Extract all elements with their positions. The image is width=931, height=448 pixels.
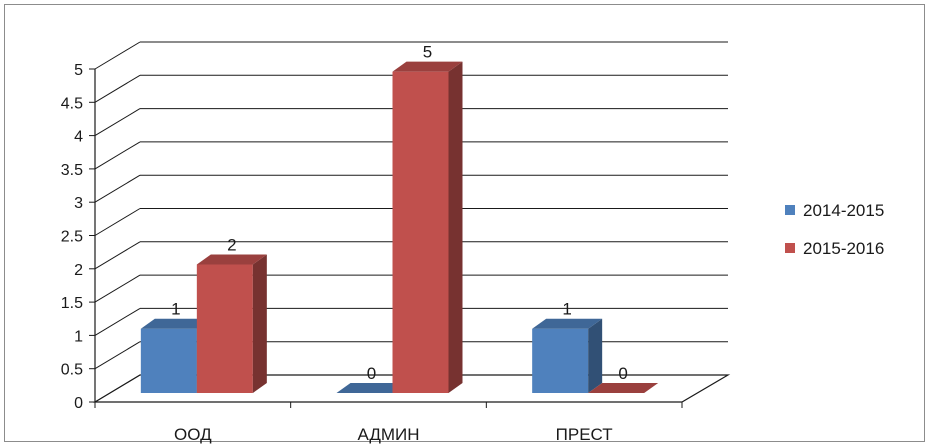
bar-top	[140, 318, 211, 329]
data-label: 5	[423, 43, 432, 62]
side-wall-gridline	[94, 307, 141, 336]
legend-label: 2014-2015	[803, 201, 884, 220]
bar-top	[532, 318, 603, 329]
side-wall-gridline	[94, 141, 141, 170]
legend-swatch	[785, 243, 795, 253]
y-tick-label: 4.5	[61, 95, 83, 112]
side-wall-gridline	[94, 41, 141, 70]
data-label: 1	[562, 300, 571, 319]
y-tick-label: 3	[74, 195, 83, 212]
side-wall-gridline	[94, 74, 141, 103]
bar-top	[588, 383, 659, 393]
bar	[196, 264, 253, 393]
bar-side	[588, 318, 603, 393]
data-label: 0	[618, 364, 627, 383]
bar	[140, 328, 197, 393]
side-wall-gridline	[94, 208, 141, 236]
legend-label: 2015-2016	[803, 239, 884, 258]
y-tick-label: 2.5	[61, 229, 83, 246]
data-label: 1	[171, 300, 180, 319]
category-label: ПРЕСТ	[556, 425, 613, 444]
bar	[392, 71, 449, 393]
side-wall-gridline	[94, 341, 141, 370]
data-label: 0	[367, 364, 376, 383]
bar-side	[252, 254, 267, 393]
side-wall-gridline	[94, 274, 141, 303]
y-tick-label: 4	[74, 129, 83, 146]
bar-top	[336, 383, 407, 393]
side-wall-gridline	[94, 241, 141, 270]
data-label: 2	[227, 235, 236, 254]
category-label: ООД	[174, 425, 212, 444]
bar-top	[196, 254, 267, 265]
y-tick-label: 1.5	[61, 295, 83, 312]
bar-side	[448, 61, 463, 393]
y-tick-label: 2	[74, 262, 83, 279]
y-tick-label: 0.5	[61, 362, 83, 379]
category-label: АДМИН	[357, 425, 419, 444]
bar-top	[392, 61, 463, 72]
side-wall-gridline	[94, 174, 141, 203]
y-tick-label: 1	[74, 328, 83, 345]
y-tick-label: 0	[74, 395, 83, 412]
y-tick-label: 5	[74, 62, 83, 79]
side-wall-gridline	[94, 108, 141, 137]
legend-swatch	[785, 205, 795, 215]
bar	[532, 328, 589, 393]
y-tick-label: 3.5	[61, 162, 83, 179]
